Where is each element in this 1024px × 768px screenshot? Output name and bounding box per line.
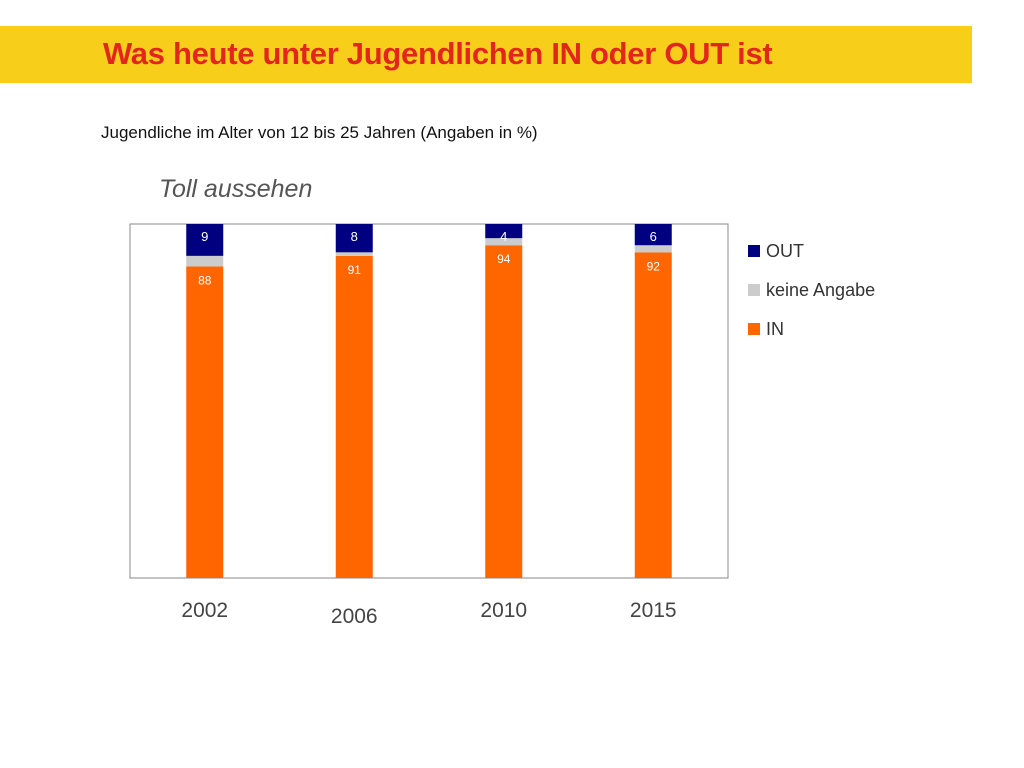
data-label-out-2010: 4 — [500, 229, 507, 244]
x-tick-label-2010: 2010 — [480, 599, 527, 622]
bar-out-2015 — [634, 224, 672, 246]
x-tick-label-2002: 2002 — [181, 599, 228, 622]
data-label-out-2015: 6 — [650, 229, 657, 244]
bar-keine-angabe-2015 — [634, 245, 672, 253]
x-tick-label-2015: 2015 — [630, 599, 677, 622]
bar-keine-angabe-2010 — [485, 238, 523, 246]
legend-swatch-out — [748, 245, 760, 257]
page-title: Was heute unter Jugendlichen IN oder OUT… — [103, 36, 773, 71]
legend-swatch-keine-angabe — [748, 284, 760, 296]
legend-swatch-in — [748, 323, 760, 335]
chart-subtitle: Jugendliche im Alter von 12 bis 25 Jahre… — [101, 123, 538, 142]
legend-label-out: OUT — [766, 241, 804, 261]
data-label-in-2006: 91 — [348, 263, 362, 277]
bar-in-2010 — [485, 245, 523, 579]
legend-label-in: IN — [766, 319, 784, 339]
bar-out-2002 — [186, 224, 224, 256]
data-label-out-2006: 8 — [351, 229, 358, 244]
data-label-in-2002: 88 — [198, 273, 212, 287]
bar-keine-angabe-2006 — [335, 252, 373, 256]
data-label-out-2002: 9 — [201, 229, 208, 244]
bar-in-2015 — [634, 252, 672, 578]
bar-out-2006 — [335, 224, 373, 253]
legend-label-keine-angabe: keine Angabe — [766, 280, 875, 300]
title-banner — [0, 26, 972, 83]
chart-title: Toll aussehen — [159, 175, 313, 203]
bar-out-2010 — [485, 224, 523, 239]
data-label-in-2010: 94 — [497, 252, 511, 266]
plot-area — [129, 223, 729, 579]
bar-in-2002 — [186, 266, 224, 578]
bar-keine-angabe-2002 — [186, 255, 224, 267]
x-tick-label-2006: 2006 — [331, 605, 378, 628]
data-label-in-2015: 92 — [647, 259, 661, 273]
bar-in-2006 — [335, 255, 373, 579]
